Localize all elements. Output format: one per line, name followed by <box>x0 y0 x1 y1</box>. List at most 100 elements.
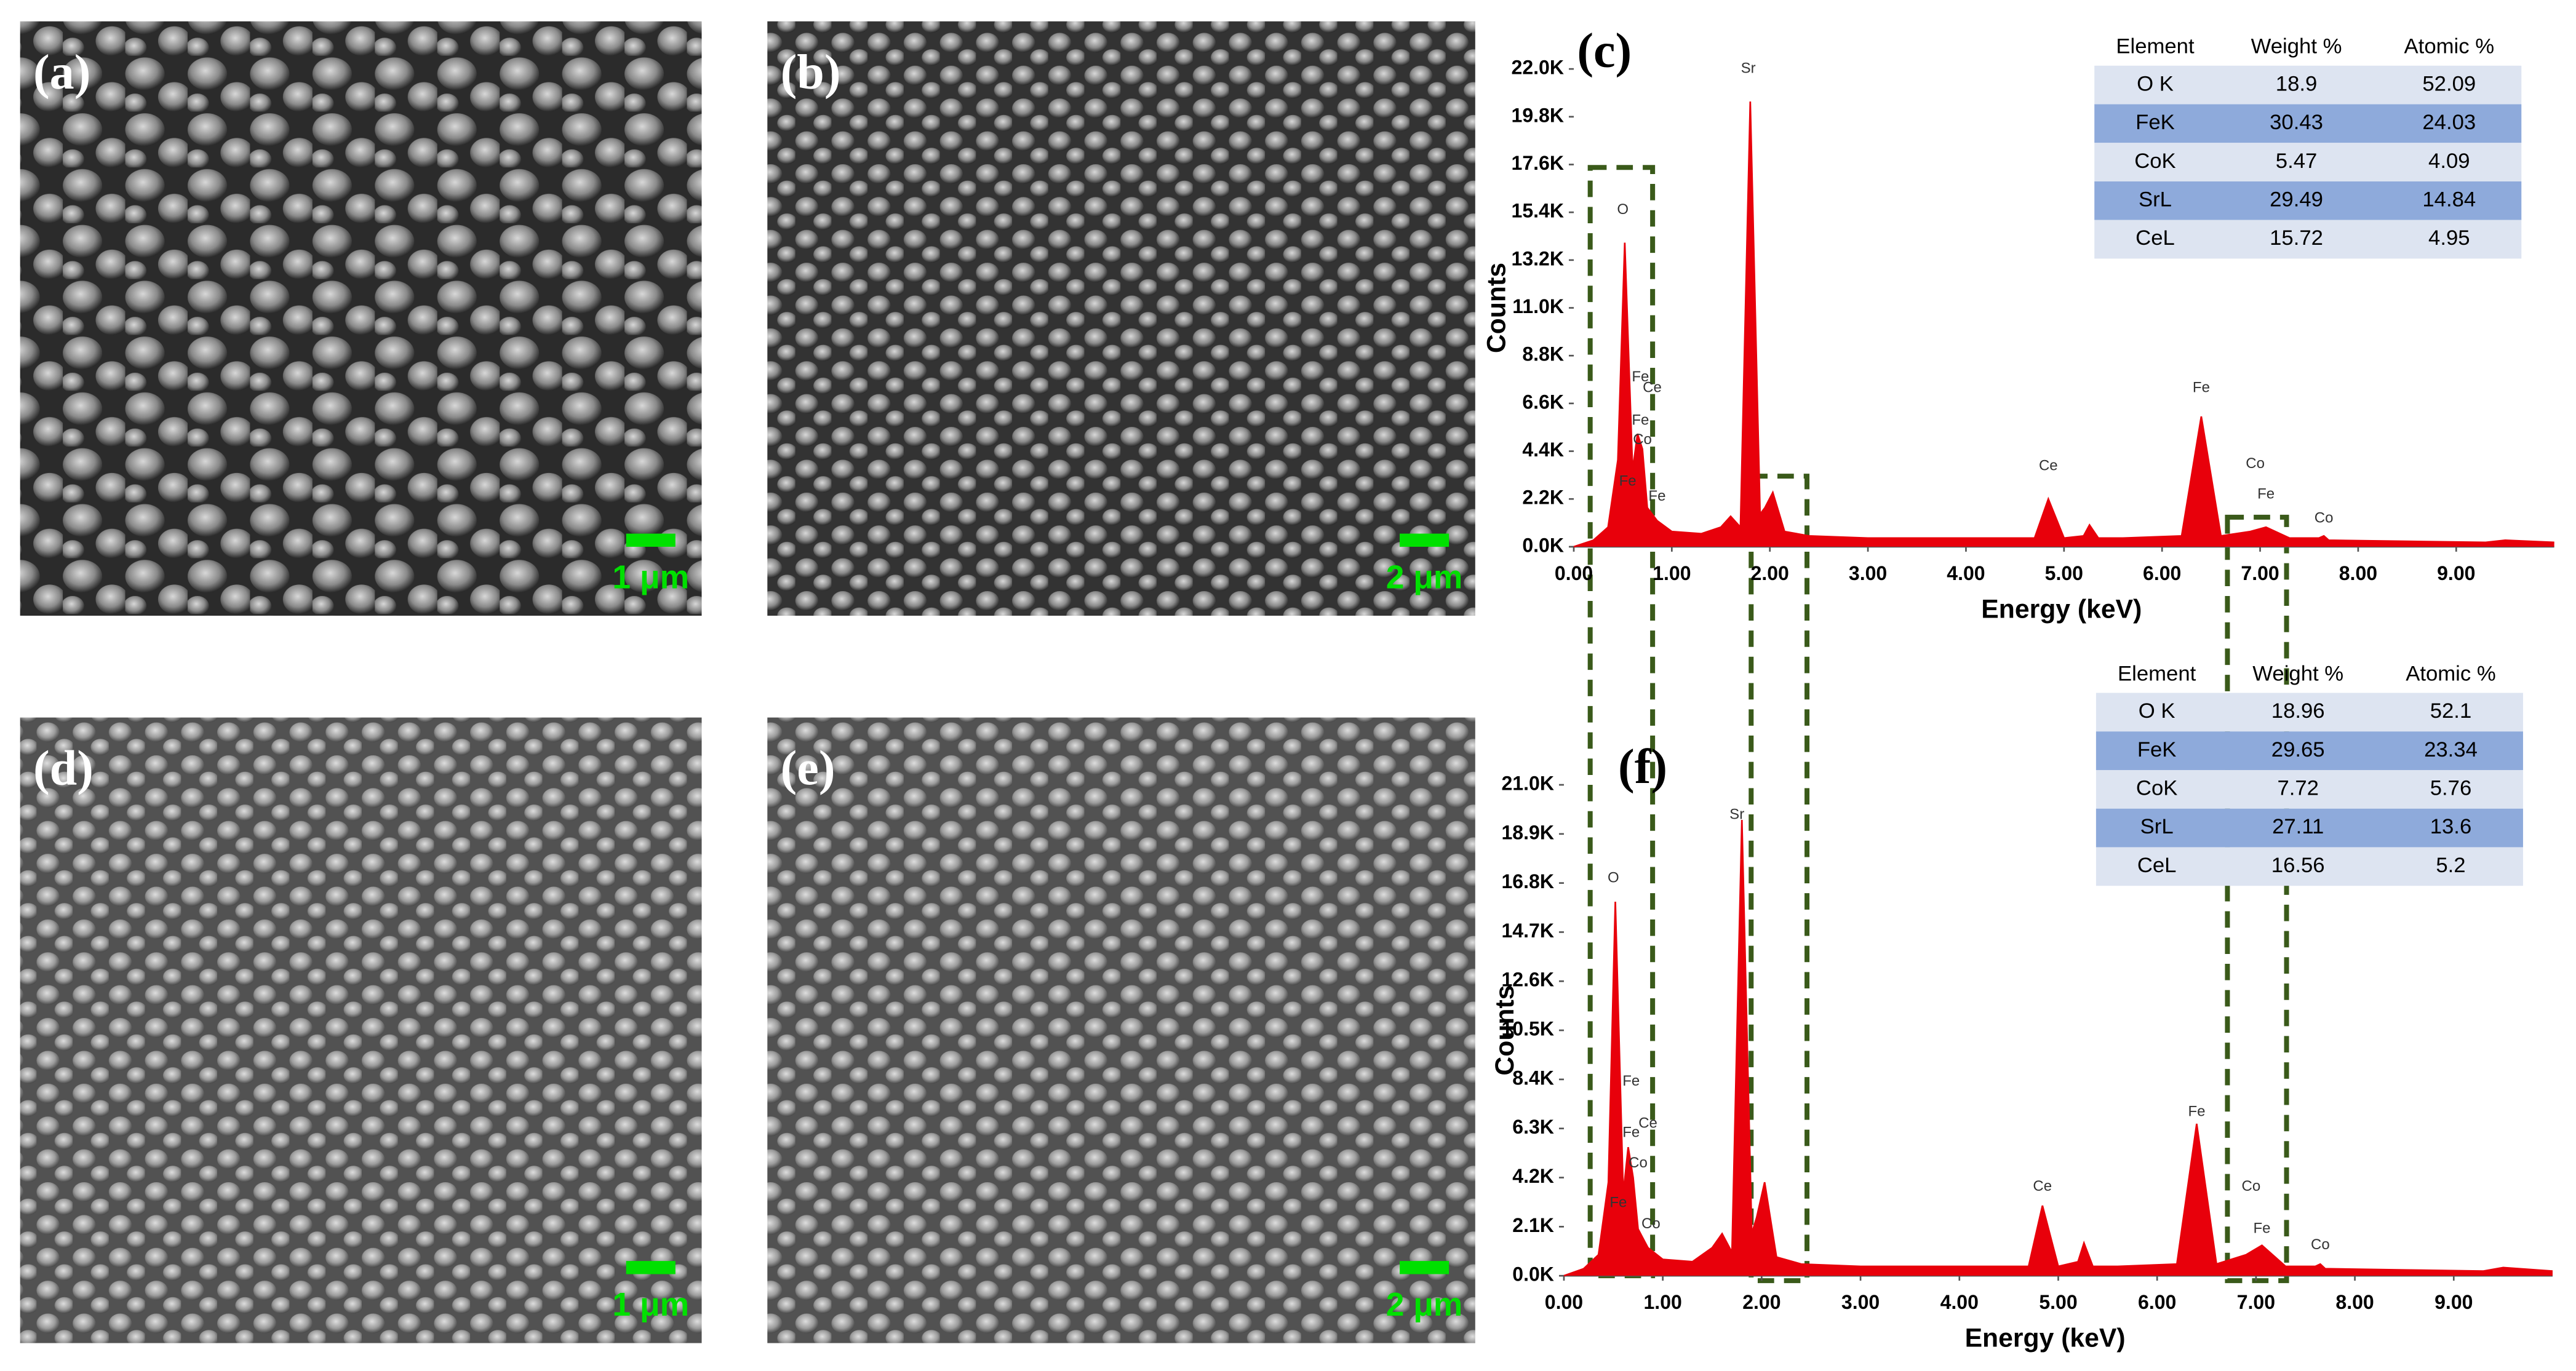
table-row <box>2094 220 2522 259</box>
y-tick-label: 15.4K <box>1512 200 1564 222</box>
x-tick-label: 2.00 <box>1751 562 1789 584</box>
x-tick-label: 8.00 <box>2335 1291 2374 1313</box>
table-cell: 5.2 <box>2436 854 2465 877</box>
sem-image <box>20 717 702 1343</box>
table-cell: 27.11 <box>2272 815 2324 838</box>
y-tick-label: 0.0K <box>1512 1263 1554 1286</box>
scale-text: 1 μm <box>612 559 689 595</box>
spectrum <box>1563 819 2553 1277</box>
table-row <box>2095 808 2523 848</box>
y-tick-label: 19.8K <box>1512 104 1564 126</box>
table-header: Atomic % <box>2404 35 2495 58</box>
peak-label: O <box>1608 869 1619 886</box>
peak-label: Co <box>2311 1236 2330 1253</box>
peak-label: Ce <box>2033 1178 2052 1194</box>
table-cell: 30.43 <box>2270 111 2323 134</box>
peak-label: Co <box>2315 509 2334 526</box>
y-tick-label: 18.9K <box>1502 821 1554 843</box>
table-cell: 16.56 <box>2271 854 2325 877</box>
x-tick-label: 3.00 <box>1849 562 1887 584</box>
x-tick-label: 0.00 <box>1555 562 1593 584</box>
x-axis-label: Energy (keV) <box>1965 1324 2126 1353</box>
eds-chart: 0.0K 2.1K 4.2K 6.3K 8.4K 10.5K 12.6K 14.7K 16.8K… <box>1490 662 2553 1353</box>
peak-label: Fe <box>2193 380 2210 396</box>
scale-text: 1 μm <box>612 1287 689 1323</box>
table-row <box>2094 181 2522 220</box>
table-cell: O K <box>2137 72 2174 95</box>
x-tick-label: 6.00 <box>2138 1291 2176 1313</box>
table-header: Weight % <box>2252 662 2343 685</box>
highlight-box <box>1749 474 1810 1284</box>
table-row <box>2095 693 2523 732</box>
y-tick-label: 11.0K <box>1512 295 1564 317</box>
x-tick-label: 7.00 <box>2237 1291 2275 1313</box>
y-tick-label: 13.2K <box>1512 247 1564 269</box>
scale-bar <box>626 1261 676 1274</box>
scale-bar <box>626 533 676 547</box>
panel-label: (e) <box>781 742 835 796</box>
table-cell: 15.72 <box>2270 226 2323 250</box>
table-cell: 24.03 <box>2422 111 2476 134</box>
panel-label: (a) <box>33 46 90 100</box>
table-cell: CoK <box>2136 777 2177 800</box>
scale-text: 2 μm <box>1386 1287 1463 1323</box>
peak-label: Ce <box>2039 458 2058 474</box>
x-tick-label: 0.00 <box>1545 1291 1583 1313</box>
x-tick-label: 5.00 <box>2045 562 2083 584</box>
peak-label: Fe <box>2257 486 2275 503</box>
y-axis-label: Counts <box>1490 985 1520 1076</box>
table-cell: 29.49 <box>2270 188 2323 212</box>
panel-label: (d) <box>33 742 94 796</box>
x-tick-label: 6.00 <box>2143 562 2181 584</box>
y-tick-label: 22.0K <box>1512 57 1564 79</box>
sem-image <box>20 21 702 616</box>
table-cell: 5.47 <box>2276 149 2318 173</box>
scale-bar <box>1400 1261 1449 1274</box>
table-cell: O K <box>2139 699 2175 723</box>
table-cell: CeL <box>2135 226 2175 250</box>
sem-image <box>767 21 1475 616</box>
table-cell: 52.09 <box>2422 72 2476 95</box>
x-tick-label: 1.00 <box>1644 1291 1682 1313</box>
table-row <box>2095 847 2523 886</box>
table-cell: SrL <box>2139 188 2172 212</box>
table-header: Element <box>2118 662 2196 685</box>
y-tick-label: 8.4K <box>1512 1067 1554 1089</box>
panel-label: (b) <box>781 46 841 100</box>
scale-bar <box>1400 533 1449 547</box>
peak-label: Co <box>2246 455 2265 472</box>
y-tick-label: 2.1K <box>1512 1214 1554 1236</box>
table-header: Element <box>2116 35 2195 58</box>
spectrum-fill <box>1563 820 2553 1276</box>
table-cell: 23.34 <box>2424 738 2478 761</box>
y-tick-label: 0.0K <box>1522 534 1564 556</box>
table-cell: 18.9 <box>2276 72 2318 95</box>
y-tick-label: 10.5K <box>1502 1018 1554 1040</box>
peak-label: Ce <box>1638 1115 1657 1131</box>
y-tick-label: 8.8K <box>1522 343 1564 365</box>
peak-label: Co <box>1633 431 1652 448</box>
peak-label: Fe <box>1622 1073 1640 1089</box>
y-tick-label: 4.4K <box>1522 439 1564 461</box>
peak-label: Co <box>2241 1178 2260 1194</box>
table-cell: FeK <box>2135 111 2175 134</box>
peak-label: Fe <box>2254 1220 2271 1236</box>
y-tick-label: 16.8K <box>1502 870 1554 892</box>
x-tick-label: 1.00 <box>1653 562 1691 584</box>
x-tick-label: 9.00 <box>2434 1291 2473 1313</box>
peak-label: Fe <box>1619 472 1637 489</box>
y-axis-label: Counts <box>1481 263 1511 353</box>
x-tick-label: 8.00 <box>2339 562 2377 584</box>
x-axis-label: Energy (keV) <box>1981 594 2142 624</box>
table-row <box>2094 104 2522 143</box>
table-row <box>2095 731 2523 770</box>
y-tick-label: 6.6K <box>1522 391 1564 413</box>
table-row <box>2094 65 2522 105</box>
eds-chart: 0.0K 2.2K 4.4K 6.6K 8.8K 11.0K 13.2K 15.4K 17.6K… <box>1481 24 2554 624</box>
peak-label: Fe <box>1648 488 1665 504</box>
table-cell: FeK <box>2137 738 2177 761</box>
peak-label: Fe <box>1622 1124 1640 1141</box>
table-cell: SrL <box>2140 815 2174 838</box>
x-tick-label: 4.00 <box>1940 1291 1979 1313</box>
